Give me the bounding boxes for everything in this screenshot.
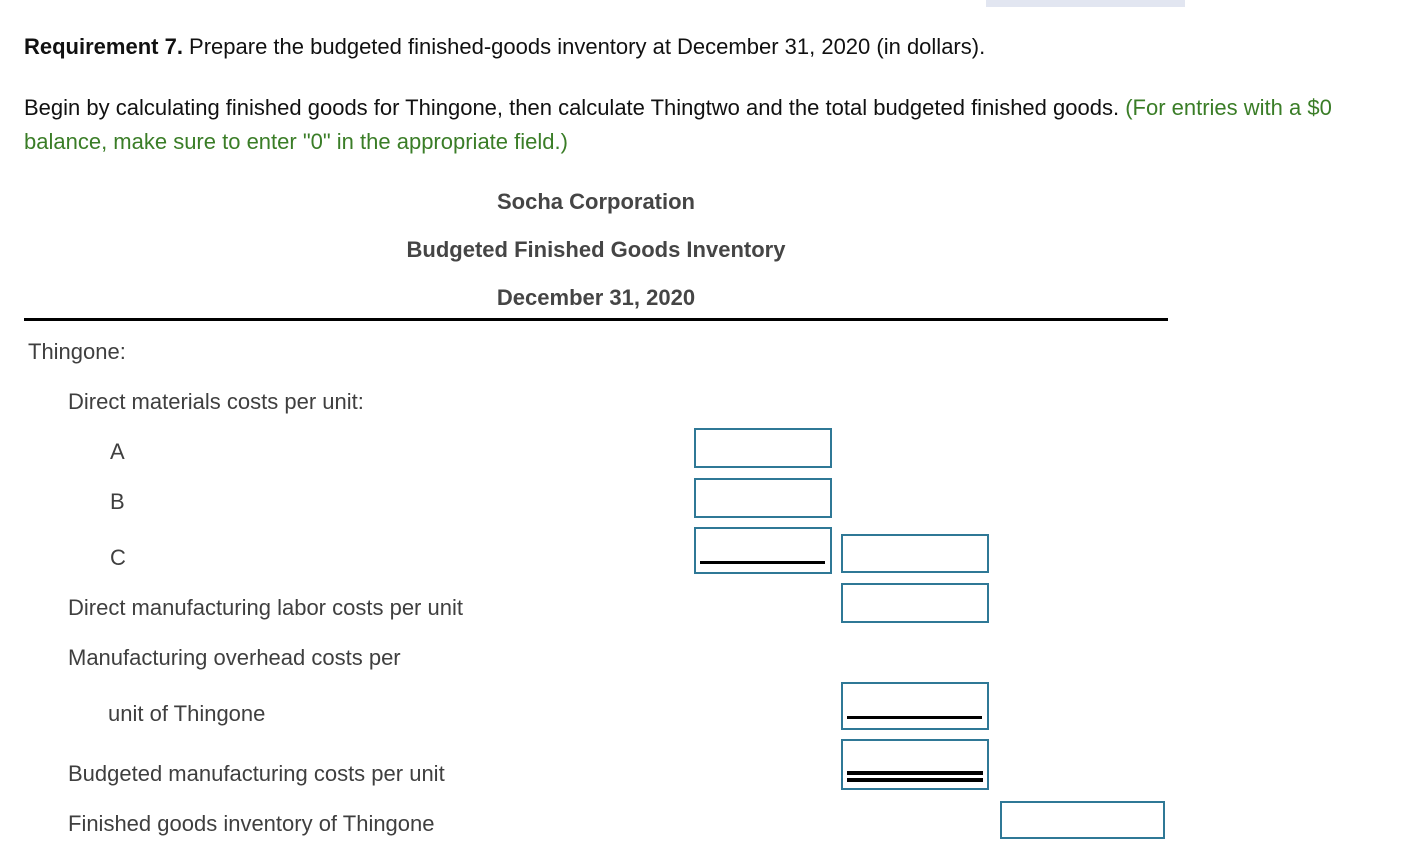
material-c-label: C [110, 545, 126, 570]
company-name: Socha Corporation [496, 189, 695, 214]
material-b-label: B [110, 489, 125, 514]
statement-date: December 31, 2020 [496, 285, 696, 310]
total-double-underline [847, 771, 983, 782]
statement-top-rule [24, 318, 1168, 321]
material-a-input[interactable] [694, 428, 832, 468]
material-c-input[interactable] [694, 527, 832, 574]
budgeted-costs-label: Budgeted manufacturing costs per unit [68, 761, 445, 786]
finished-goods-input[interactable] [1000, 801, 1165, 839]
section-label-thingone: Thingone: [28, 339, 126, 364]
statement-headings: Socha Corporation Budgeted Finished Good… [24, 178, 1168, 322]
budgeted-costs-input[interactable] [841, 739, 989, 790]
overhead-input[interactable] [841, 682, 989, 730]
direct-labor-label: Direct manufacturing labor costs per uni… [68, 595, 463, 620]
requirement-line: Requirement 7. Prepare the budgeted fini… [24, 33, 985, 61]
finished-goods-label: Finished goods inventory of Thingone [68, 811, 435, 836]
direct-materials-header: Direct materials costs per unit: [68, 389, 364, 414]
statement-title: Budgeted Finished Goods Inventory [406, 237, 786, 262]
requirement-text: Prepare the budgeted finished-goods inve… [182, 34, 986, 59]
overhead-label-line2: unit of Thingone [108, 701, 266, 726]
cutoff-button-fragment[interactable] [986, 0, 1185, 7]
overhead-label-line1: Manufacturing overhead costs per [68, 645, 401, 670]
direct-labor-input[interactable] [841, 583, 989, 623]
requirement-label: Requirement 7. [24, 34, 183, 59]
instruction-black: Begin by calculating finished goods for … [24, 95, 1126, 120]
instruction-green: (For entries with a $0 balance, make sur… [24, 95, 1332, 154]
subtotal-underline [847, 716, 982, 719]
subtotal-underline [700, 561, 825, 564]
material-b-input[interactable] [694, 478, 832, 518]
instruction-paragraph: Begin by calculating finished goods for … [24, 91, 1382, 159]
materials-total-input[interactable] [841, 534, 989, 573]
material-a-label: A [110, 439, 125, 464]
